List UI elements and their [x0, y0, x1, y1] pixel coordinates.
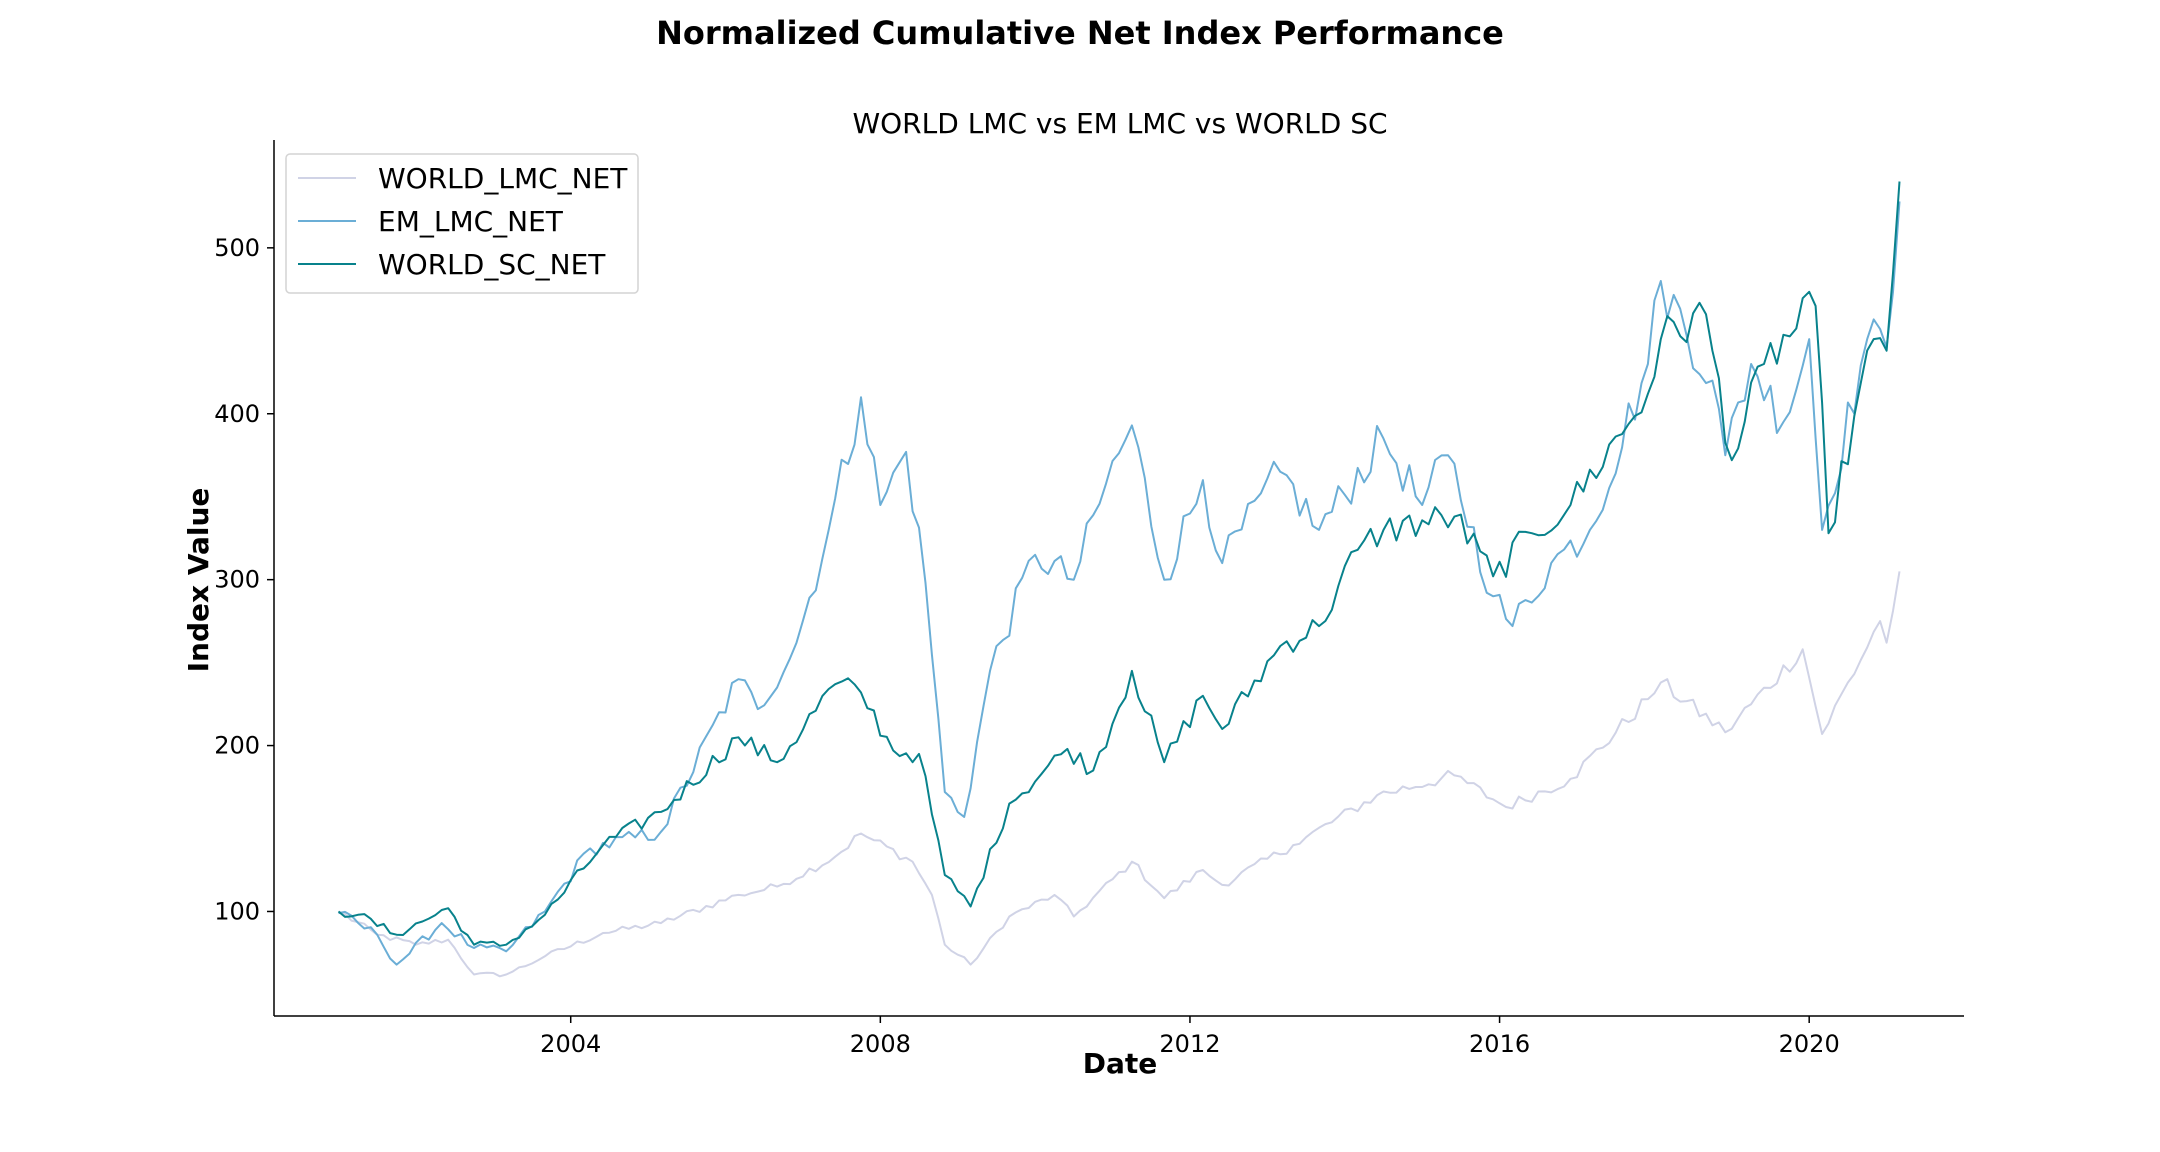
y-tick-label: 300	[214, 566, 260, 594]
y-tick-label: 200	[214, 732, 260, 760]
y-tick-label: 100	[214, 897, 260, 925]
y-tick-label: 500	[214, 234, 260, 262]
series-line-world-lmc-net	[338, 571, 1901, 978]
x-tick-label: 2016	[1469, 1030, 1530, 1058]
legend-label: WORLD_SC_NET	[378, 248, 606, 281]
plot-area	[337, 181, 1901, 978]
legend-label: EM_LMC_NET	[378, 205, 564, 238]
chart-subtitle: WORLD LMC vs EM LMC vs WORLD SC	[852, 107, 1387, 140]
legend: WORLD_LMC_NET EM_LMC_NET WORLD_SC_NET	[285, 153, 639, 294]
legend-box	[285, 153, 639, 294]
x-tick-label: 2004	[540, 1030, 601, 1058]
x-tick-label: 2012	[1159, 1030, 1220, 1058]
axes: 2004 2008 2012 2016 2020 100 200 300 400 500	[214, 140, 1964, 1058]
x-tick-label: 2008	[850, 1030, 911, 1058]
legend-label: WORLD_LMC_NET	[378, 162, 628, 195]
x-tick-label: 2020	[1779, 1030, 1840, 1058]
series-line-world-sc-net	[337, 181, 1901, 947]
y-axis-label: Index Value	[182, 488, 215, 673]
series-line-em-lmc-net	[338, 201, 1901, 966]
y-tick-label: 400	[214, 400, 260, 428]
figure-title: Normalized Cumulative Net Index Performa…	[656, 14, 1504, 52]
x-axis-label: Date	[1083, 1047, 1158, 1080]
